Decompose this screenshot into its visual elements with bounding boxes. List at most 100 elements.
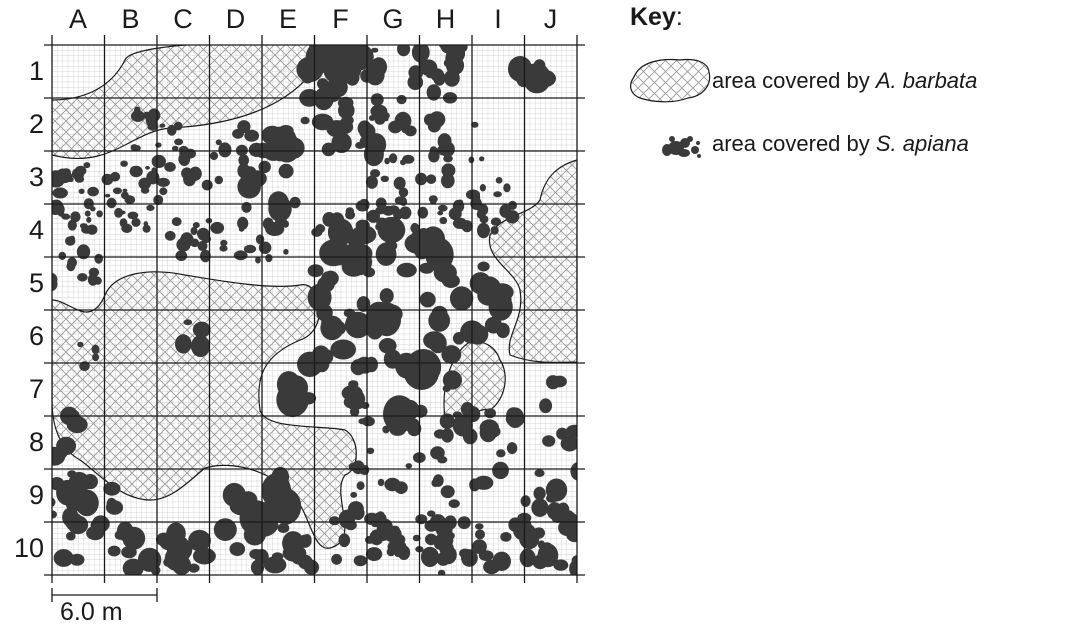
s-apiana-shrub [415,172,428,186]
s-apiana-shrub [345,210,356,220]
s-apiana-shrub [353,512,363,521]
s-apiana-shrub [310,45,341,61]
s-apiana-shrub [419,262,435,274]
s-apiana-shrub [462,428,478,445]
s-apiana-shrub [361,416,375,427]
scale-bar [51,588,158,602]
key-title-text: Key [630,3,676,31]
s-apiana-shrub [534,469,545,477]
s-apiana-shrub [466,324,489,345]
s-apiana-shrub [350,359,366,376]
s-apiana-shrub [104,193,111,198]
s-apiana-shrub [531,498,549,517]
s-apiana-shrub [164,230,176,241]
s-apiana-shrub [66,531,76,541]
s-apiana-shrub [519,548,536,568]
s-apiana-shrub [61,213,71,220]
s-apiana-shrub [423,331,446,350]
s-apiana-shrub [151,154,166,168]
s-apiana-shrub [399,198,408,207]
s-apiana-shrub [441,273,460,288]
s-apiana-shrub [492,461,509,480]
s-apiana-shrub [218,142,232,158]
row-label: 7 [28,374,44,404]
s-apiana-shrub [289,196,301,209]
s-apiana-shrub [414,243,430,260]
row-label: 5 [28,268,44,298]
s-apiana-shrub [321,271,336,286]
s-apiana-shrub [120,160,128,167]
s-apiana-shrub [557,502,570,517]
s-apiana-shrub [326,77,347,96]
s-apiana-shrub [70,211,81,223]
s-apiana-shrub [342,45,374,71]
s-apiana-shrub [556,427,568,440]
s-apiana-shrub [570,517,577,532]
s-apiana-shrub [437,210,444,216]
s-apiana-shrub [238,154,249,167]
s-apiana-shrub [353,555,368,567]
s-apiana-shrub [492,551,512,571]
s-apiana-shrub [127,211,139,220]
s-apiana-shrub [439,413,455,430]
row-label: 2 [28,109,44,139]
s-apiana-shrub [389,404,405,420]
key-symbol-blobs [662,136,701,158]
s-apiana-shrub [408,65,424,80]
s-apiana-shrub [382,425,390,434]
s-apiana-shrub [430,113,441,124]
column-label: F [332,4,349,34]
s-apiana-shrub [121,545,137,559]
s-apiana-shrub [192,321,211,338]
s-apiana-shrub [506,442,518,455]
s-apiana-shrub [508,517,523,532]
s-apiana-shrub [366,209,380,223]
s-apiana-shrub [366,447,375,454]
s-apiana-shrub [79,223,88,229]
s-apiana-shrub [317,78,329,90]
s-apiana-shrub [437,569,446,575]
s-apiana-shrub [78,188,85,194]
s-apiana-shrub [388,153,398,164]
s-apiana-shrub [66,261,76,272]
s-apiana-shrub [241,202,252,213]
s-apiana-shrub [213,518,237,541]
s-apiana-shrub [386,547,396,557]
s-apiana-shrub [380,175,389,182]
s-apiana-shrub [479,184,486,192]
s-apiana-shrub [275,214,287,228]
s-apiana-shrub [335,119,354,135]
s-apiana-shrub [171,217,182,227]
s-apiana-shrub [401,125,409,134]
s-apiana-shrub [493,191,502,198]
s-apiana-shrub [465,406,481,423]
major-grid [44,35,585,583]
s-apiana-shrub [359,464,370,476]
s-apiana-shrub [52,510,57,519]
s-apiana-shrub [106,497,117,510]
s-apiana-shrub [381,205,395,216]
row-label: 3 [28,162,44,192]
s-apiana-shrub [539,398,553,414]
s-apiana-shrub [411,418,420,428]
s-apiana-shrub [171,145,179,152]
row-label: 10 [13,533,44,563]
s-apiana-shrub [331,132,352,153]
s-apiana-shrub [311,113,334,131]
s-apiana-shrub [499,204,512,218]
s-apiana-shrub [363,142,384,167]
s-apiana-shrub [90,206,96,212]
s-apiana-shrub [278,163,294,179]
s-apiana-shrub [143,221,149,227]
s-apiana-shrub [379,313,401,331]
s-apiana-shrub [351,225,377,245]
s-apiana-shrub [86,224,98,235]
s-apiana-shrub [52,446,66,466]
s-apiana-shrub [77,273,88,282]
s-apiana-shrub [69,235,75,242]
s-apiana-shrub [92,353,100,362]
s-apiana-shrub [201,179,213,191]
s-apiana-shrub [570,462,577,481]
s-apiana-shrub [371,47,379,53]
s-apiana-shrub [495,177,503,184]
